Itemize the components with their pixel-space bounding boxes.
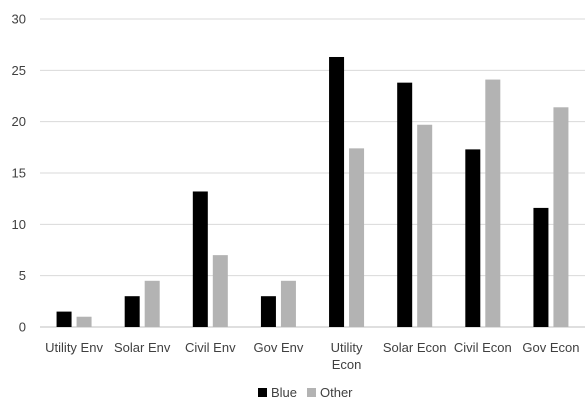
legend: Blue Other xyxy=(258,385,353,400)
bar-blue xyxy=(124,296,140,327)
legend-swatch-other xyxy=(307,388,316,397)
x-tick-label: Utility Env xyxy=(45,340,103,355)
bar-other xyxy=(280,280,296,327)
x-tick-label: Civil Econ xyxy=(454,340,512,355)
y-tick-label: 0 xyxy=(19,320,26,335)
x-tick-label: Utility Econ xyxy=(331,340,363,372)
legend-label-other: Other xyxy=(320,385,353,400)
x-tick-label: Gov Econ xyxy=(522,340,579,355)
y-tick-label: 20 xyxy=(12,114,26,129)
bars xyxy=(56,56,569,328)
gridlines xyxy=(40,18,585,328)
bar-other xyxy=(144,280,160,327)
y-tick-label: 10 xyxy=(12,217,26,232)
x-tick-label-line: Gov Econ xyxy=(522,340,579,355)
bar-other xyxy=(76,316,92,327)
x-tick-label-line: Econ xyxy=(332,357,362,372)
y-tick-label: 15 xyxy=(12,166,26,181)
x-tick-label-line: Utility Env xyxy=(45,340,103,355)
y-axis-ticks: 0 5 10 15 20 25 30 xyxy=(12,12,26,335)
legend-swatch-blue xyxy=(258,388,267,397)
x-tick-label: Solar Env xyxy=(114,340,171,355)
x-tick-label: Civil Env xyxy=(185,340,236,355)
x-tick-label-line: Utility xyxy=(331,340,363,355)
bar-blue xyxy=(260,296,276,327)
y-tick-label: 25 xyxy=(12,63,26,78)
bar-blue xyxy=(56,311,72,327)
x-tick-label-line: Gov Env xyxy=(254,340,304,355)
bar-blue xyxy=(192,191,208,327)
x-tick-label: Gov Env xyxy=(254,340,304,355)
x-tick-label-line: Solar Env xyxy=(114,340,171,355)
bar-other xyxy=(349,148,365,327)
y-tick-label: 5 xyxy=(19,268,26,283)
x-tick-label-line: Civil Econ xyxy=(454,340,512,355)
y-tick-label: 30 xyxy=(12,12,26,27)
x-axis-ticks: Utility Env Solar Env Civil Env Gov Env Util… xyxy=(45,340,579,372)
bar-blue xyxy=(329,56,345,328)
bar-other xyxy=(417,124,433,327)
x-tick-label: Solar Econ xyxy=(383,340,447,355)
bar-other xyxy=(212,255,228,327)
bar-blue xyxy=(533,207,549,327)
legend-label-blue: Blue xyxy=(271,385,297,400)
bar-blue xyxy=(397,82,413,327)
bar-other xyxy=(485,79,501,327)
x-tick-label-line: Civil Env xyxy=(185,340,236,355)
x-tick-label-line: Solar Econ xyxy=(383,340,447,355)
bar-blue xyxy=(465,149,481,327)
bar-other xyxy=(553,107,569,327)
